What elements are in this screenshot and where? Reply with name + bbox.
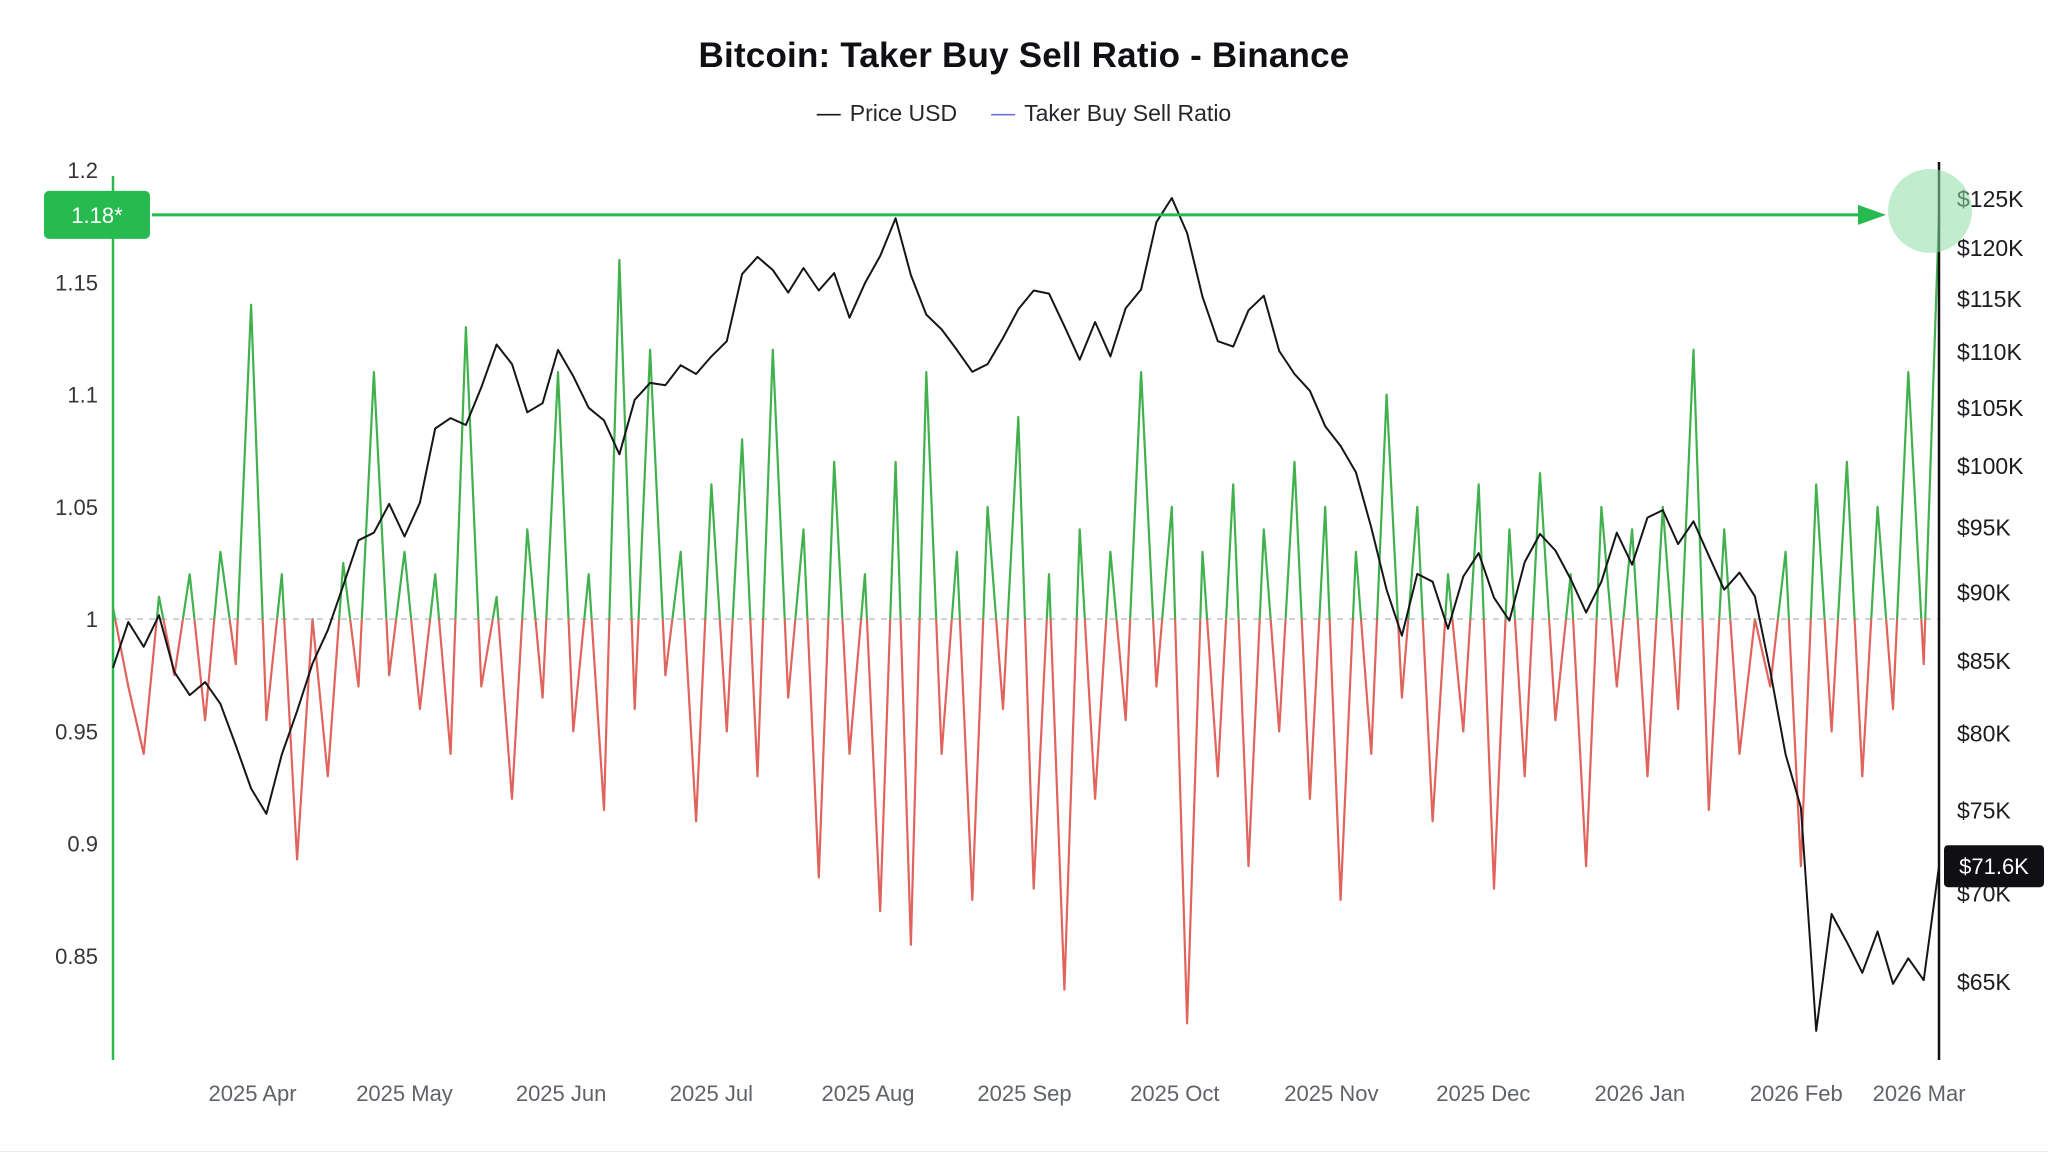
x-axis-tick: 2025 Sep: [977, 1081, 1071, 1106]
x-axis-tick: 2026 Mar: [1873, 1081, 1966, 1106]
price-line: [112, 197, 1940, 1032]
ratio-axis-tick: 1.2: [67, 158, 98, 183]
x-axis-tick: 2025 Apr: [209, 1081, 297, 1106]
ratio-line-negative: [114, 619, 1927, 1025]
price-axis-tick: $100K: [1957, 453, 2024, 479]
x-axis-tick: 2025 Dec: [1436, 1081, 1530, 1106]
last-price-badge-label: $71.6K: [1959, 854, 2029, 879]
ratio-target-badge: [44, 190, 150, 239]
price-axis-tick: $80K: [1957, 720, 2011, 746]
last-price-badge: [1944, 845, 2044, 888]
ratio-axis-tick: 1.05: [55, 495, 98, 520]
ratio-series-swatch-icon: —: [991, 99, 1016, 127]
x-axis-tick: 2025 Aug: [822, 1081, 915, 1106]
ratio-axis-tick: 1.1: [67, 383, 98, 408]
ratio-axis-tick: 0.85: [55, 944, 98, 969]
legend-label-price-usd: Price USD: [849, 100, 958, 126]
price-axis-tick: $90K: [1957, 579, 2011, 605]
price-axis-tick: $75K: [1957, 798, 2011, 824]
x-axis-tick: 2026 Feb: [1750, 1081, 1843, 1106]
highlight-circle: [1888, 168, 1972, 253]
arrow-head-icon: [1858, 204, 1886, 225]
price-axis-tick: $95K: [1957, 515, 2011, 541]
price-axis-tick: $120K: [1957, 235, 2024, 261]
price-axis-tick: $105K: [1957, 395, 2024, 421]
price-axis-tick: $115K: [1957, 286, 2022, 312]
ratio-line-positive: [111, 214, 1941, 620]
ratio-axis-tick: 0.95: [55, 719, 98, 744]
price-axis-tick: $110K: [1957, 339, 2022, 365]
legend-item-price-usd[interactable]: — Price USD: [817, 100, 957, 127]
ratio-target-badge-label: 1.18*: [71, 203, 123, 228]
x-axis-tick: 2025 Nov: [1284, 1081, 1378, 1106]
legend: — Price USD — Taker Buy Sell Ratio: [0, 100, 2048, 127]
price-series-swatch-icon: —: [816, 99, 841, 127]
ratio-axis-tick: 0.9: [67, 832, 98, 857]
x-axis-tick: 2025 Jul: [670, 1081, 753, 1106]
ratio-axis-tick: 1.15: [55, 270, 98, 295]
price-axis-tick: $65K: [1957, 969, 2011, 995]
x-axis-tick: 2025 Jun: [516, 1081, 607, 1106]
legend-label-taker-ratio: Taker Buy Sell Ratio: [1024, 100, 1232, 126]
x-axis-tick: 2025 Oct: [1130, 1081, 1219, 1106]
chart-title: Bitcoin: Taker Buy Sell Ratio - Binance: [698, 36, 1350, 75]
price-axis-tick: $85K: [1957, 648, 2011, 674]
legend-item-taker-ratio[interactable]: — Taker Buy Sell Ratio: [991, 100, 1231, 127]
x-axis-tick: 2026 Jan: [1595, 1081, 1686, 1106]
ratio-axis-tick: 1: [86, 607, 98, 632]
x-axis-tick: 2025 May: [356, 1081, 453, 1106]
